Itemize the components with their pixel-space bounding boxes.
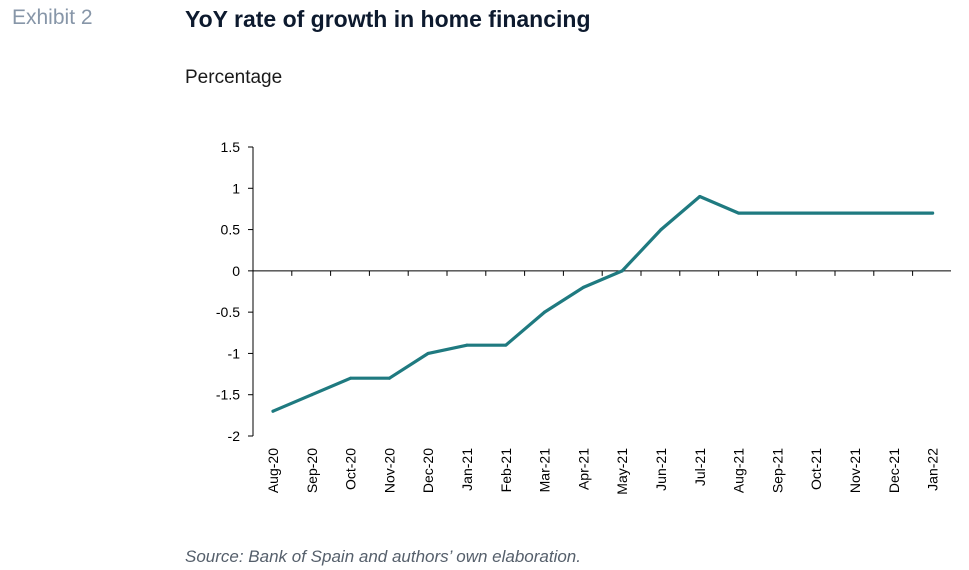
data-point: [271, 409, 275, 413]
x-tick-label: Jun-21: [653, 448, 669, 491]
y-tick-label: 1.5: [221, 139, 241, 155]
y-tick-label: -1.5: [216, 387, 240, 403]
x-tick-label: May-21: [614, 448, 630, 495]
chart-title: YoY rate of growth in home financing: [185, 6, 591, 32]
x-tick-label: Oct-21: [808, 448, 824, 490]
data-point: [387, 376, 391, 380]
data-point: [310, 393, 314, 397]
data-point: [659, 228, 663, 232]
data-point: [892, 211, 896, 215]
x-tick-label: Dec-20: [420, 448, 436, 493]
series-layer: [271, 194, 935, 413]
y-tick-label: -0.5: [216, 304, 240, 320]
y-tick-label: 0.5: [221, 222, 241, 238]
x-tick-label: Sep-20: [304, 448, 320, 493]
data-point: [581, 285, 585, 289]
chart-subtitle: Percentage: [185, 67, 283, 88]
data-point: [465, 343, 469, 347]
data-point: [504, 343, 508, 347]
data-point: [814, 211, 818, 215]
y-axis: 1.5 1 0.5 0 -0.5 -1 -1.5 -2: [216, 139, 254, 444]
x-tick-label: Feb-21: [498, 448, 514, 493]
x-tick-label: Jan-21: [459, 448, 475, 491]
x-tick-label: Oct-20: [343, 448, 359, 490]
x-tick-label: Jul-21: [692, 448, 708, 486]
source-note: Source: Bank of Spain and authors’ own e…: [185, 547, 581, 566]
data-point: [543, 310, 547, 314]
x-tick-label: Aug-20: [265, 448, 281, 493]
series-line: [271, 194, 935, 413]
data-point: [737, 211, 741, 215]
data-point: [349, 376, 353, 380]
line-chart: 1.5 1 0.5 0 -0.5 -1 -1.5 -2 Aug-20 Sep-20 Oct-20 N…: [216, 139, 951, 495]
x-tick-label: Nov-20: [381, 448, 397, 493]
data-point: [698, 195, 702, 199]
y-tick-label: 1: [232, 180, 240, 196]
x-tick-label: Jan-22: [925, 448, 941, 491]
data-point: [620, 269, 624, 273]
data-point: [853, 211, 857, 215]
data-point: [775, 211, 779, 215]
x-tick-label: Sep-21: [769, 448, 785, 493]
exhibit-label: Exhibit 2: [12, 6, 93, 29]
x-axis: Aug-20 Sep-20 Oct-20 Nov-20 Dec-20 Jan-21 Feb-…: [252, 270, 951, 495]
x-tick-label: Nov-21: [847, 448, 863, 493]
x-tick-label: Mar-21: [537, 448, 553, 493]
x-tick-label: Apr-21: [575, 448, 591, 490]
data-point: [426, 351, 430, 355]
y-tick-label: -2: [228, 428, 241, 444]
x-tick-label: Aug-21: [731, 448, 747, 493]
y-tick-label: 0: [232, 263, 240, 279]
y-tick-label: -1: [228, 345, 241, 361]
x-tick-label: Dec-21: [886, 448, 902, 493]
data-point: [931, 211, 935, 215]
